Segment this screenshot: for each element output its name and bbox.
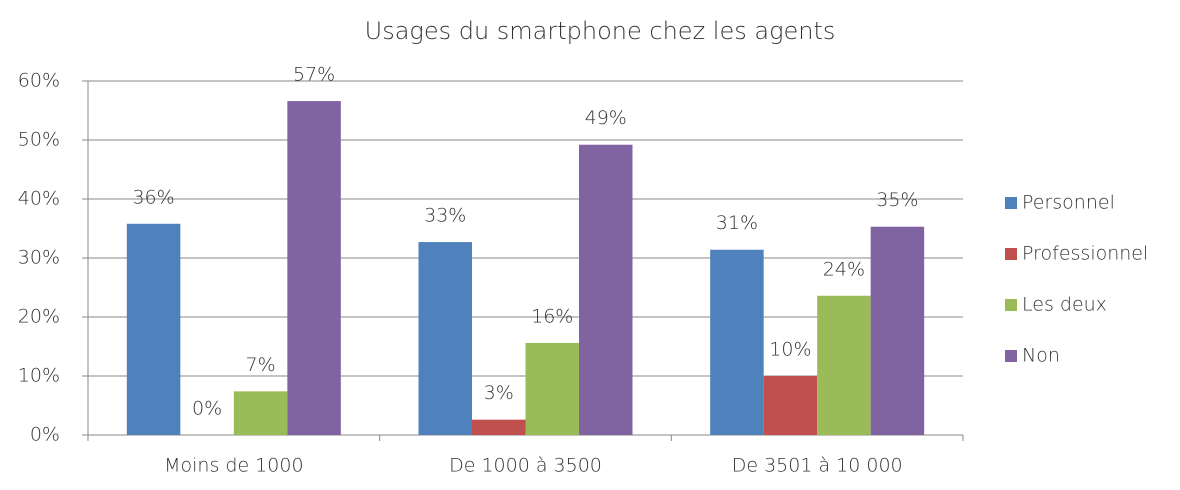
bar bbox=[287, 101, 341, 435]
bar bbox=[817, 295, 871, 435]
bar bbox=[579, 144, 633, 435]
legend-label: Les deux bbox=[1022, 294, 1107, 316]
legend-swatch bbox=[1005, 350, 1017, 362]
data-label: 33% bbox=[424, 205, 466, 227]
data-label: 7% bbox=[246, 354, 276, 376]
x-tick-label: De 3501 à 10 000 bbox=[732, 455, 903, 477]
bar bbox=[763, 376, 818, 435]
y-tick-label: 0% bbox=[30, 424, 60, 446]
y-tick-label: 50% bbox=[18, 129, 60, 151]
legend-label: Personnel bbox=[1022, 192, 1115, 214]
x-tick-label: Moins de 1000 bbox=[164, 455, 303, 477]
legend-swatch bbox=[1005, 197, 1017, 209]
y-tick-label: 20% bbox=[18, 306, 60, 328]
y-tick-label: 40% bbox=[18, 188, 60, 210]
bar bbox=[870, 226, 925, 435]
bar bbox=[525, 342, 579, 435]
data-label: 36% bbox=[132, 186, 174, 208]
legend-swatch bbox=[1005, 299, 1017, 311]
data-label: 3% bbox=[484, 382, 514, 404]
data-label: 49% bbox=[585, 107, 627, 129]
data-label: 0% bbox=[192, 398, 222, 420]
x-tick-label: De 1000 à 3500 bbox=[449, 455, 602, 477]
legend-label: Non bbox=[1022, 345, 1060, 367]
y-tick-label: 30% bbox=[18, 247, 60, 269]
bar bbox=[418, 242, 472, 435]
bar bbox=[126, 223, 181, 435]
data-label: 57% bbox=[293, 64, 335, 86]
data-label: 31% bbox=[716, 212, 758, 234]
bar bbox=[233, 391, 288, 435]
bar bbox=[472, 419, 526, 435]
y-tick-label: 10% bbox=[18, 365, 60, 387]
data-label: 24% bbox=[823, 258, 865, 280]
chart-title: Usages du smartphone chez les agents bbox=[365, 17, 836, 45]
data-label: 16% bbox=[531, 305, 573, 327]
bar bbox=[710, 249, 764, 435]
legend-label: Professionnel bbox=[1022, 243, 1148, 265]
y-tick-label: 60% bbox=[18, 70, 60, 92]
legend-swatch bbox=[1005, 248, 1017, 260]
data-label: 35% bbox=[876, 189, 918, 211]
data-label: 10% bbox=[769, 339, 811, 361]
